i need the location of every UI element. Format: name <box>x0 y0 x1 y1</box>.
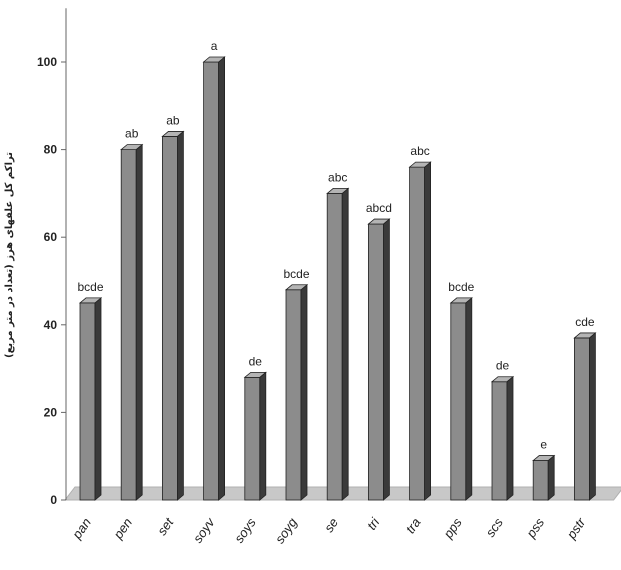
bar-side <box>94 297 102 501</box>
bar-se <box>326 187 350 501</box>
significance-label: ab <box>125 127 139 141</box>
bar-top <box>367 218 391 225</box>
x-tick-label: pstr <box>563 515 589 543</box>
bar-side <box>259 371 267 501</box>
bar-top <box>78 297 103 304</box>
bar-pstr <box>573 332 597 501</box>
bar-top <box>326 187 350 194</box>
x-tick-label: pps <box>440 515 465 542</box>
bar-side <box>176 130 184 501</box>
bar-front <box>244 376 261 501</box>
bar-front <box>326 192 343 501</box>
significance-label: abc <box>410 144 429 158</box>
y-tick-label: 40 <box>44 318 58 332</box>
significance-label: de <box>249 354 263 368</box>
bar-top <box>243 371 267 378</box>
x-tick-label: pss <box>523 515 548 541</box>
bar-front <box>285 289 302 501</box>
bar-side <box>547 454 555 501</box>
bar-top <box>202 56 226 63</box>
bar-top <box>490 376 515 383</box>
significance-label: abcd <box>366 201 392 215</box>
bar-top <box>532 455 556 461</box>
bar-pss <box>532 454 556 501</box>
y-tick-label: 60 <box>44 230 58 244</box>
bar-soyv <box>202 56 226 501</box>
bar-front <box>161 136 178 501</box>
x-tick-label: tri <box>364 514 383 532</box>
x-tick-label: se <box>321 515 341 535</box>
bar-pps <box>449 297 473 501</box>
bar-side <box>341 187 349 501</box>
bar-top <box>408 161 432 168</box>
bar-front <box>120 149 137 501</box>
bar-front <box>450 302 467 501</box>
bar-tra <box>408 161 432 501</box>
bar-side <box>589 332 596 501</box>
significance-label: ab <box>166 113 180 127</box>
significance-label: bcde <box>283 267 309 281</box>
bar-soys <box>243 371 267 501</box>
bar-set <box>161 130 185 501</box>
bar-front <box>79 302 96 501</box>
bars <box>78 56 597 501</box>
x-tick-label: tra <box>403 515 424 536</box>
bar-front <box>532 460 549 501</box>
x-tick-label: set <box>154 514 177 538</box>
significance-label: de <box>496 359 510 373</box>
bar-soyg <box>284 283 309 501</box>
significance-label: e <box>540 438 547 452</box>
x-tick-label: pan <box>69 515 94 542</box>
significance-label: abc <box>328 170 347 184</box>
bar-top <box>284 284 309 291</box>
x-tick-label: soyg <box>272 514 300 546</box>
bar-side <box>382 218 390 501</box>
y-tick-label: 0 <box>50 493 57 507</box>
x-tick-label: scs <box>482 515 506 540</box>
bar-side <box>465 297 473 501</box>
significance-label: bcde <box>77 280 103 294</box>
significance-label: bcde <box>448 280 474 294</box>
y-axis-label: تراکم کل علفهای هرز (تعداد در متر مربع) <box>4 152 15 358</box>
bar-top <box>573 332 597 339</box>
bar-side <box>506 375 514 501</box>
bar-side <box>424 161 432 501</box>
bar-pan <box>78 297 103 501</box>
bar-top <box>449 297 473 304</box>
bar-front <box>574 337 590 501</box>
bar-top <box>161 131 185 137</box>
significance-label: cde <box>575 315 595 329</box>
significance-label: a <box>211 39 218 53</box>
bar-tri <box>367 218 391 501</box>
bar-front <box>491 381 508 501</box>
bar-pen <box>120 143 144 501</box>
y-tick-label: 20 <box>44 405 58 419</box>
x-tick-label: soys <box>231 515 259 546</box>
bar-front <box>203 61 220 501</box>
bar-top <box>120 144 144 151</box>
x-tick-label: pen <box>110 515 135 542</box>
y-axis: 0 20 40 60 80 100 <box>37 8 67 507</box>
bar-side <box>300 283 308 501</box>
bar-scs <box>490 375 515 501</box>
bar-side <box>135 143 143 501</box>
x-tick-label: soyv <box>190 514 218 546</box>
y-tick-label: 100 <box>37 55 57 69</box>
bar-front <box>409 166 426 501</box>
y-tick-label: 80 <box>44 143 58 157</box>
bar-front <box>367 223 384 501</box>
bar-side <box>218 56 226 501</box>
